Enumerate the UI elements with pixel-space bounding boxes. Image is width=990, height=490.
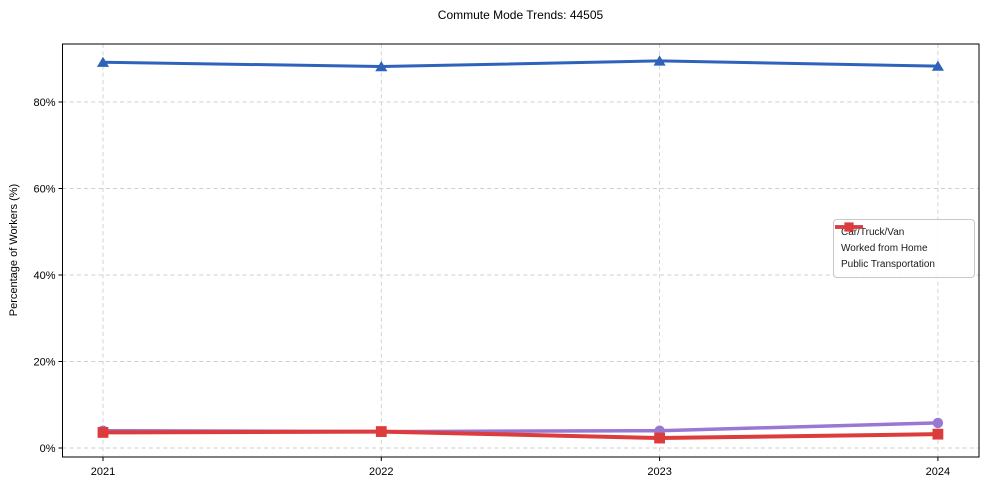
legend-label: Worked from Home (841, 243, 928, 254)
series-line (101, 429, 940, 441)
series-line (101, 59, 940, 69)
chart-title: Commute Mode Trends: 44505 (437, 8, 604, 22)
square-marker (844, 222, 854, 232)
x-tick-label: 2022 (369, 466, 393, 478)
series-car-truck-van (96, 55, 944, 72)
square-marker (375, 426, 387, 437)
triangle-marker (653, 55, 666, 66)
y-tick-label: 60% (33, 183, 55, 195)
triangle-marker (931, 60, 944, 71)
plot-border (62, 43, 980, 458)
square-marker (932, 428, 944, 440)
y-tick-label: 80% (33, 97, 55, 109)
x-tick-label: 2024 (926, 466, 950, 478)
square-marker (97, 427, 109, 438)
legend-item: Public Transportation (835, 222, 967, 270)
x-tick-label: 2021 (91, 466, 115, 478)
legend-item: Worked from Home (835, 222, 967, 254)
square-legend-icon (835, 222, 863, 232)
y-tick-label: 20% (33, 356, 55, 368)
triangle-marker (375, 61, 388, 72)
legend: Car/Truck/Van Worked from Home Public Tran… (833, 219, 975, 278)
y-tick-label: 40% (33, 270, 55, 282)
square-marker (654, 432, 665, 444)
x-tick-label: 2023 (647, 466, 671, 478)
y-tick-label: 0% (40, 443, 56, 455)
gridlines (62, 44, 979, 457)
legend-label: Car/Truck/Van (841, 227, 905, 238)
circle-marker (932, 417, 944, 429)
triangle-marker (96, 56, 110, 67)
series-public-transportation (97, 426, 944, 444)
legend-label: Public Transportation (841, 259, 935, 270)
